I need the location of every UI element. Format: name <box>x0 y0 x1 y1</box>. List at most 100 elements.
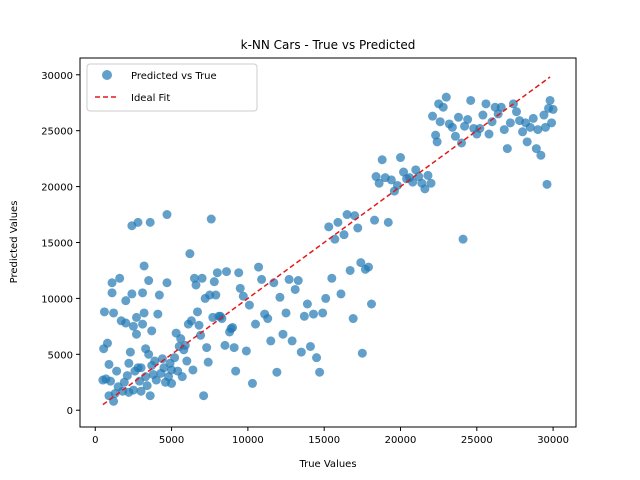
scatter-point <box>499 125 509 135</box>
scatter-point <box>536 150 546 160</box>
y-tick-label: 0 <box>67 406 73 417</box>
scatter-point <box>145 391 155 401</box>
scatter-point <box>122 371 132 381</box>
scatter-point <box>327 273 337 283</box>
scatter-point <box>193 307 203 317</box>
scatter-point <box>428 111 438 121</box>
scatter-point <box>194 320 204 330</box>
scatter-point <box>185 249 195 259</box>
scatter-point <box>131 329 141 339</box>
scatter-point <box>345 265 355 275</box>
scatter-point <box>502 144 512 154</box>
y-tick-label: 30000 <box>41 71 73 82</box>
scatter-point <box>299 311 309 321</box>
scatter-point <box>342 210 352 220</box>
scatter-point <box>206 214 216 224</box>
scatter-point <box>453 112 463 122</box>
scatter-point <box>244 300 254 310</box>
scatter-point <box>438 102 448 112</box>
scatter-point <box>339 230 349 240</box>
x-tick-label: 30000 <box>537 435 569 446</box>
scatter-point <box>138 288 148 298</box>
scatter-point <box>374 178 384 188</box>
scatter-point <box>426 178 436 188</box>
scatter-point <box>528 113 538 123</box>
scatter-point <box>414 172 424 182</box>
scatter-point <box>336 289 346 299</box>
scatter-point <box>450 131 460 141</box>
x-axis: 0 5000 10000 15000 20000 25000 30000 <box>92 427 569 446</box>
scatter-point <box>458 234 468 244</box>
scatter-point <box>133 217 143 227</box>
scatter-point <box>257 274 267 284</box>
scatter-point <box>263 314 273 324</box>
legend: Predicted vs True Ideal Fit <box>86 63 258 112</box>
scatter-point <box>531 144 541 154</box>
scatter-point <box>234 268 244 278</box>
scatter-point <box>164 372 174 382</box>
scatter-point <box>177 372 187 382</box>
x-axis-label: True Values <box>298 459 356 470</box>
scatter-point <box>284 274 294 284</box>
scatter-point <box>363 262 373 272</box>
x-tick-label: 0 <box>92 435 98 446</box>
scatter-point <box>484 129 494 139</box>
scatter-point <box>399 167 409 177</box>
scatter-point <box>153 309 163 319</box>
scatter-point <box>162 278 172 288</box>
scatter-point <box>112 366 122 376</box>
scatter-point <box>357 348 367 358</box>
scatter-point <box>447 122 457 132</box>
scatter-point <box>254 262 264 272</box>
y-axis: 0 5000 10000 15000 20000 25000 30000 <box>41 71 80 417</box>
scatter-point <box>197 273 207 283</box>
scatter-point <box>150 356 160 366</box>
scatter-point <box>545 95 555 105</box>
scatter-point <box>366 299 376 309</box>
scatter-point <box>525 122 535 132</box>
scatter-point <box>487 117 497 127</box>
scatter-point <box>305 341 315 351</box>
scatter-point <box>139 261 149 271</box>
scatter-point <box>353 223 363 233</box>
scatter-point <box>395 153 405 163</box>
scatter-point <box>548 104 558 114</box>
scatter-point <box>109 308 119 318</box>
scatter-point <box>287 336 297 346</box>
scatter-point <box>371 172 381 182</box>
scatter-point <box>463 115 473 124</box>
scatter-point <box>370 215 380 225</box>
scatter-point <box>511 107 521 117</box>
x-tick-label: 15000 <box>308 435 340 446</box>
x-tick-label: 20000 <box>385 435 417 446</box>
scatter-point <box>386 175 396 185</box>
scatter-point <box>235 283 245 293</box>
scatter-point <box>423 170 433 180</box>
scatter-point <box>296 347 306 357</box>
scatter-point <box>220 340 230 350</box>
scatter-point <box>189 273 199 283</box>
scatter-point <box>154 290 164 300</box>
scatter-point <box>460 121 470 131</box>
scatter-point <box>199 391 209 401</box>
scatter-point <box>176 334 186 344</box>
y-tick-label: 10000 <box>41 294 73 305</box>
scatter-point <box>330 234 340 244</box>
scatter-point <box>420 184 430 194</box>
scatter-point <box>147 326 157 336</box>
scatter-point <box>217 314 227 324</box>
y-tick-label: 25000 <box>41 127 73 138</box>
scatter-point <box>505 118 515 128</box>
scatter-point <box>266 336 276 346</box>
scatter-point <box>128 321 138 331</box>
scatter-point <box>186 316 196 326</box>
scatter-point <box>392 180 402 190</box>
scatter-point <box>293 276 303 286</box>
scatter-point <box>278 329 288 339</box>
scatter-point <box>348 314 358 324</box>
scatter-point <box>315 367 325 377</box>
scatter-point <box>272 367 282 377</box>
scatter-point <box>196 330 206 340</box>
scatter-point <box>377 155 387 165</box>
scatter-point <box>109 396 119 406</box>
